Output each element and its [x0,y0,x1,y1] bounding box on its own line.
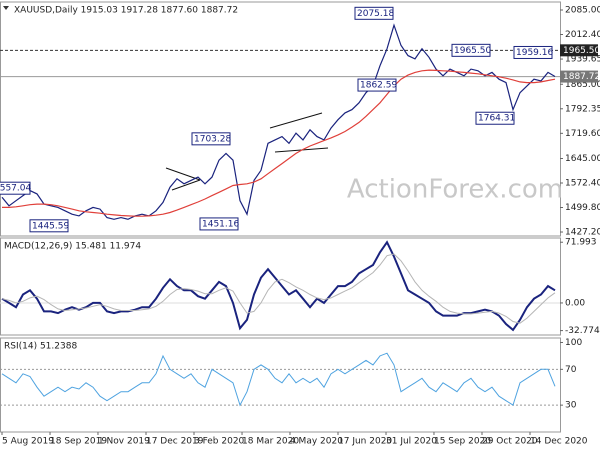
plot [1,352,556,407]
x-tick-label: 14 Dec 2020 [530,437,588,447]
y-tick-label: 1939.65 [565,55,600,65]
annotation-box [451,43,491,57]
y-tick-label: 1427.20 [565,228,600,238]
y-tick-label: 1572.40 [565,179,600,189]
x-tick-label: 18 Mar 2020 [242,437,299,447]
trend-line [269,112,323,129]
annotation-box [475,111,515,125]
annotation-box [29,219,69,233]
panel-title: MACD(12,26,9) 15.481 11.974 [4,242,141,252]
annotation-label: 1959.16 [516,48,553,58]
y-tick-label: 0.00 [565,298,585,308]
annotation-label: 1965.50 [454,46,491,56]
panel-frame [0,1,561,237]
x-tick-label: 17 Jun 2020 [338,437,392,447]
y-tick-label: 2012.40 [565,30,600,40]
annotation-label: 1445.59 [32,221,69,231]
watermark: ActionForex.com [347,175,563,205]
x-tick-label: 15 Sep 2020 [434,437,491,447]
y-tick-label: 1499.80 [565,203,600,213]
series-line [1,23,556,220]
x-tick-label: 4 May 2020 [290,437,343,447]
trend-line [171,179,201,191]
x-tick-label: 18 Sep 2019 [50,437,107,447]
plot [1,240,556,332]
x-tick-label: 17 Dec 2019 [146,437,204,447]
annotation-box [0,181,31,195]
annotation-label: 1862.59 [360,81,397,91]
trend-lines [165,112,329,191]
price-tag [560,70,598,83]
y-tick-label: 100 [565,338,582,348]
annotation-label: 1764.31 [478,114,515,124]
plot: 2075.18 1965.50 1959.16 1862.59 1703.28 1764.… [0,6,556,233]
series-line [1,352,556,407]
trend-line [165,167,201,181]
panel-frame [0,337,561,433]
y-tick-label: 71.993 [565,238,597,248]
x-tick-label: 29 Oct 2020 [482,437,538,447]
panel-title: XAUUSD,Daily 1915.03 1917.28 1877.60 188… [14,6,238,16]
y-tick-label: 1865.00 [565,80,600,90]
annotation-box [357,78,397,92]
y-tick-label: 70 [565,365,577,375]
x-tick-label: 5 Aug 2019 [2,437,54,447]
y-tick-label: 1645.00 [565,154,600,164]
annotation-box [513,45,553,59]
annotation-label: 2075.18 [357,9,394,19]
annotation-label: 1451.16 [202,219,239,229]
annotation-box [191,132,231,146]
y-tick-label: 2085.00 [565,5,600,15]
price-tag-label: 1965.50 [563,46,600,56]
menu-arrow [3,6,9,10]
x-tick-label: 1 Nov 2019 [98,437,150,447]
panel-frame [0,237,561,336]
series-line [1,240,556,332]
annotation-box [354,6,394,20]
annotation-label: 1703.28 [194,134,231,144]
x-tick-label: 31 Jul 2020 [386,437,437,447]
series-line [2,69,556,217]
y-tick-label: 1792.35 [565,104,600,114]
panel-title: RSI(14) 51.2388 [4,342,77,352]
x-tick-label: 3 Feb 2020 [194,437,245,447]
series-line [1,253,556,324]
y-tick-label: -32.774 [565,326,600,336]
annotation-box [199,217,239,231]
y-tick-label: 30 [565,401,577,411]
price-tag-label: 1887.72 [563,72,600,82]
y-tick-label: 1719.60 [565,129,600,139]
price-tag [560,44,598,57]
